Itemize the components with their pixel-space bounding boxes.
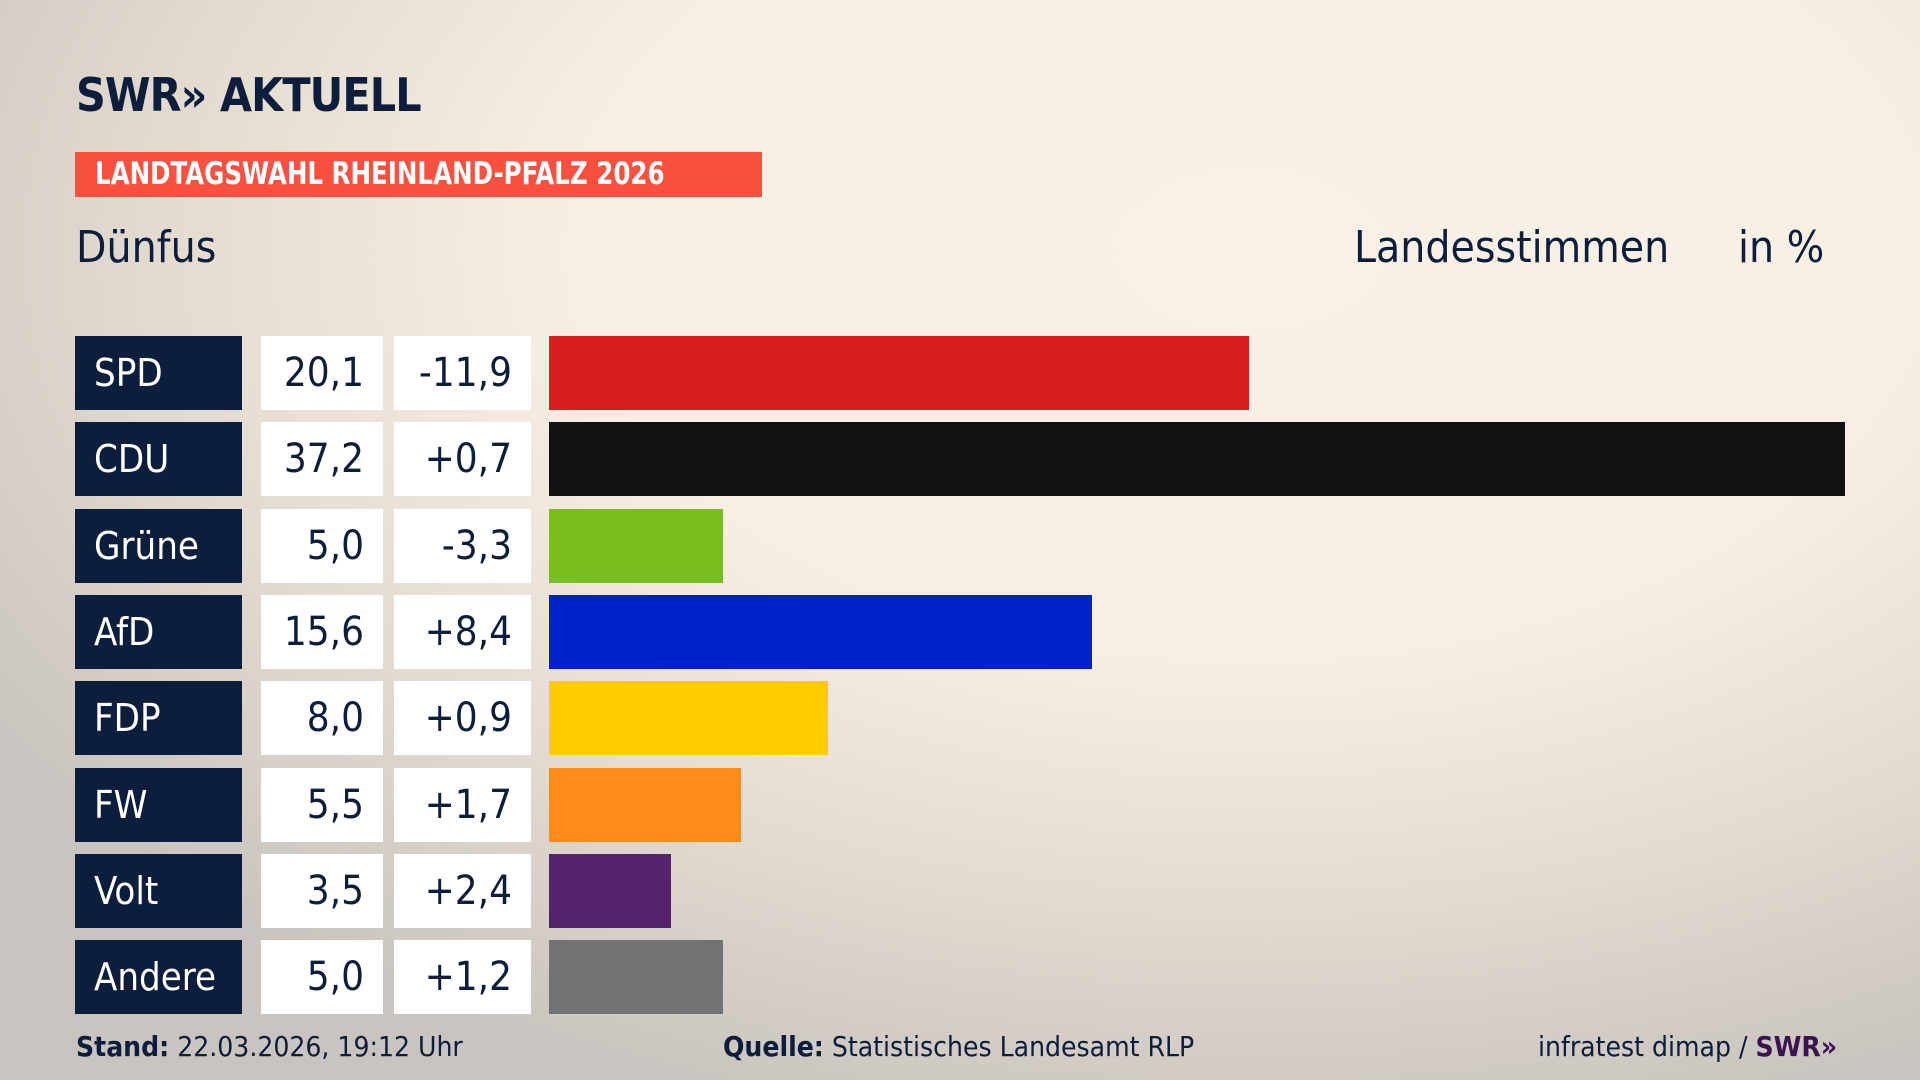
value-label: 5,5 (261, 767, 383, 842)
unit-label: in % (1738, 222, 1825, 273)
swr-logo: SWR» (1755, 1030, 1838, 1063)
change-label: -3,3 (394, 508, 531, 583)
bar-andere (549, 940, 724, 1015)
change-label: +0,7 (394, 422, 531, 497)
banner-text: LANDTAGSWAHL RHEINLAND-PFALZ 2026 (95, 156, 665, 192)
party-label: SPD (75, 336, 242, 410)
change-label: +1,2 (394, 940, 531, 1015)
value-label: 5,0 (261, 940, 383, 1015)
bar-afd (549, 594, 1093, 669)
source-value: Statistisches Landesamt RLP (831, 1030, 1195, 1063)
election-banner: LANDTAGSWAHL RHEINLAND-PFALZ 2026 (75, 152, 763, 197)
change-label: +1,7 (394, 767, 531, 842)
party-label: Grüne (75, 508, 242, 583)
value-label: 37,2 (261, 422, 383, 497)
value-label: 8,0 (261, 681, 383, 756)
swr-aktuell-logo: SWR» AKTUELL (76, 68, 422, 122)
change-label: +2,4 (394, 853, 531, 928)
party-label: Andere (75, 940, 242, 1015)
credit-text: infratest dimap / (1538, 1030, 1748, 1063)
constituency-title: Dünfus (76, 222, 217, 273)
change-label: -11,9 (394, 336, 531, 410)
change-label: +0,9 (394, 681, 531, 756)
bar-cdu (549, 422, 1845, 497)
party-label: CDU (75, 422, 242, 497)
party-label: AfD (75, 594, 242, 669)
source-label: Quelle: (723, 1030, 824, 1063)
measure-label: Landesstimmen (1354, 222, 1670, 273)
party-label: Volt (75, 853, 242, 928)
bar-spd (549, 336, 1250, 410)
bar-volt (549, 853, 671, 928)
value-label: 15,6 (261, 594, 383, 669)
timestamp: Stand: 22.03.2026, 19:12 Uhr (76, 1030, 463, 1063)
bar-fdp (549, 681, 828, 756)
bar-grüne (549, 508, 724, 583)
value-label: 20,1 (261, 336, 383, 410)
bar-fw (549, 767, 741, 842)
change-label: +8,4 (394, 594, 531, 669)
party-label: FDP (75, 681, 242, 756)
stand-value: 22.03.2026, 19:12 Uhr (177, 1030, 463, 1063)
stand-label: Stand: (76, 1030, 170, 1063)
value-label: 5,0 (261, 508, 383, 583)
party-label: FW (75, 767, 242, 842)
source: Quelle: Statistisches Landesamt RLP (723, 1030, 1194, 1063)
credit: infratest dimap / SWR» (1538, 1030, 1837, 1063)
value-label: 3,5 (261, 853, 383, 928)
